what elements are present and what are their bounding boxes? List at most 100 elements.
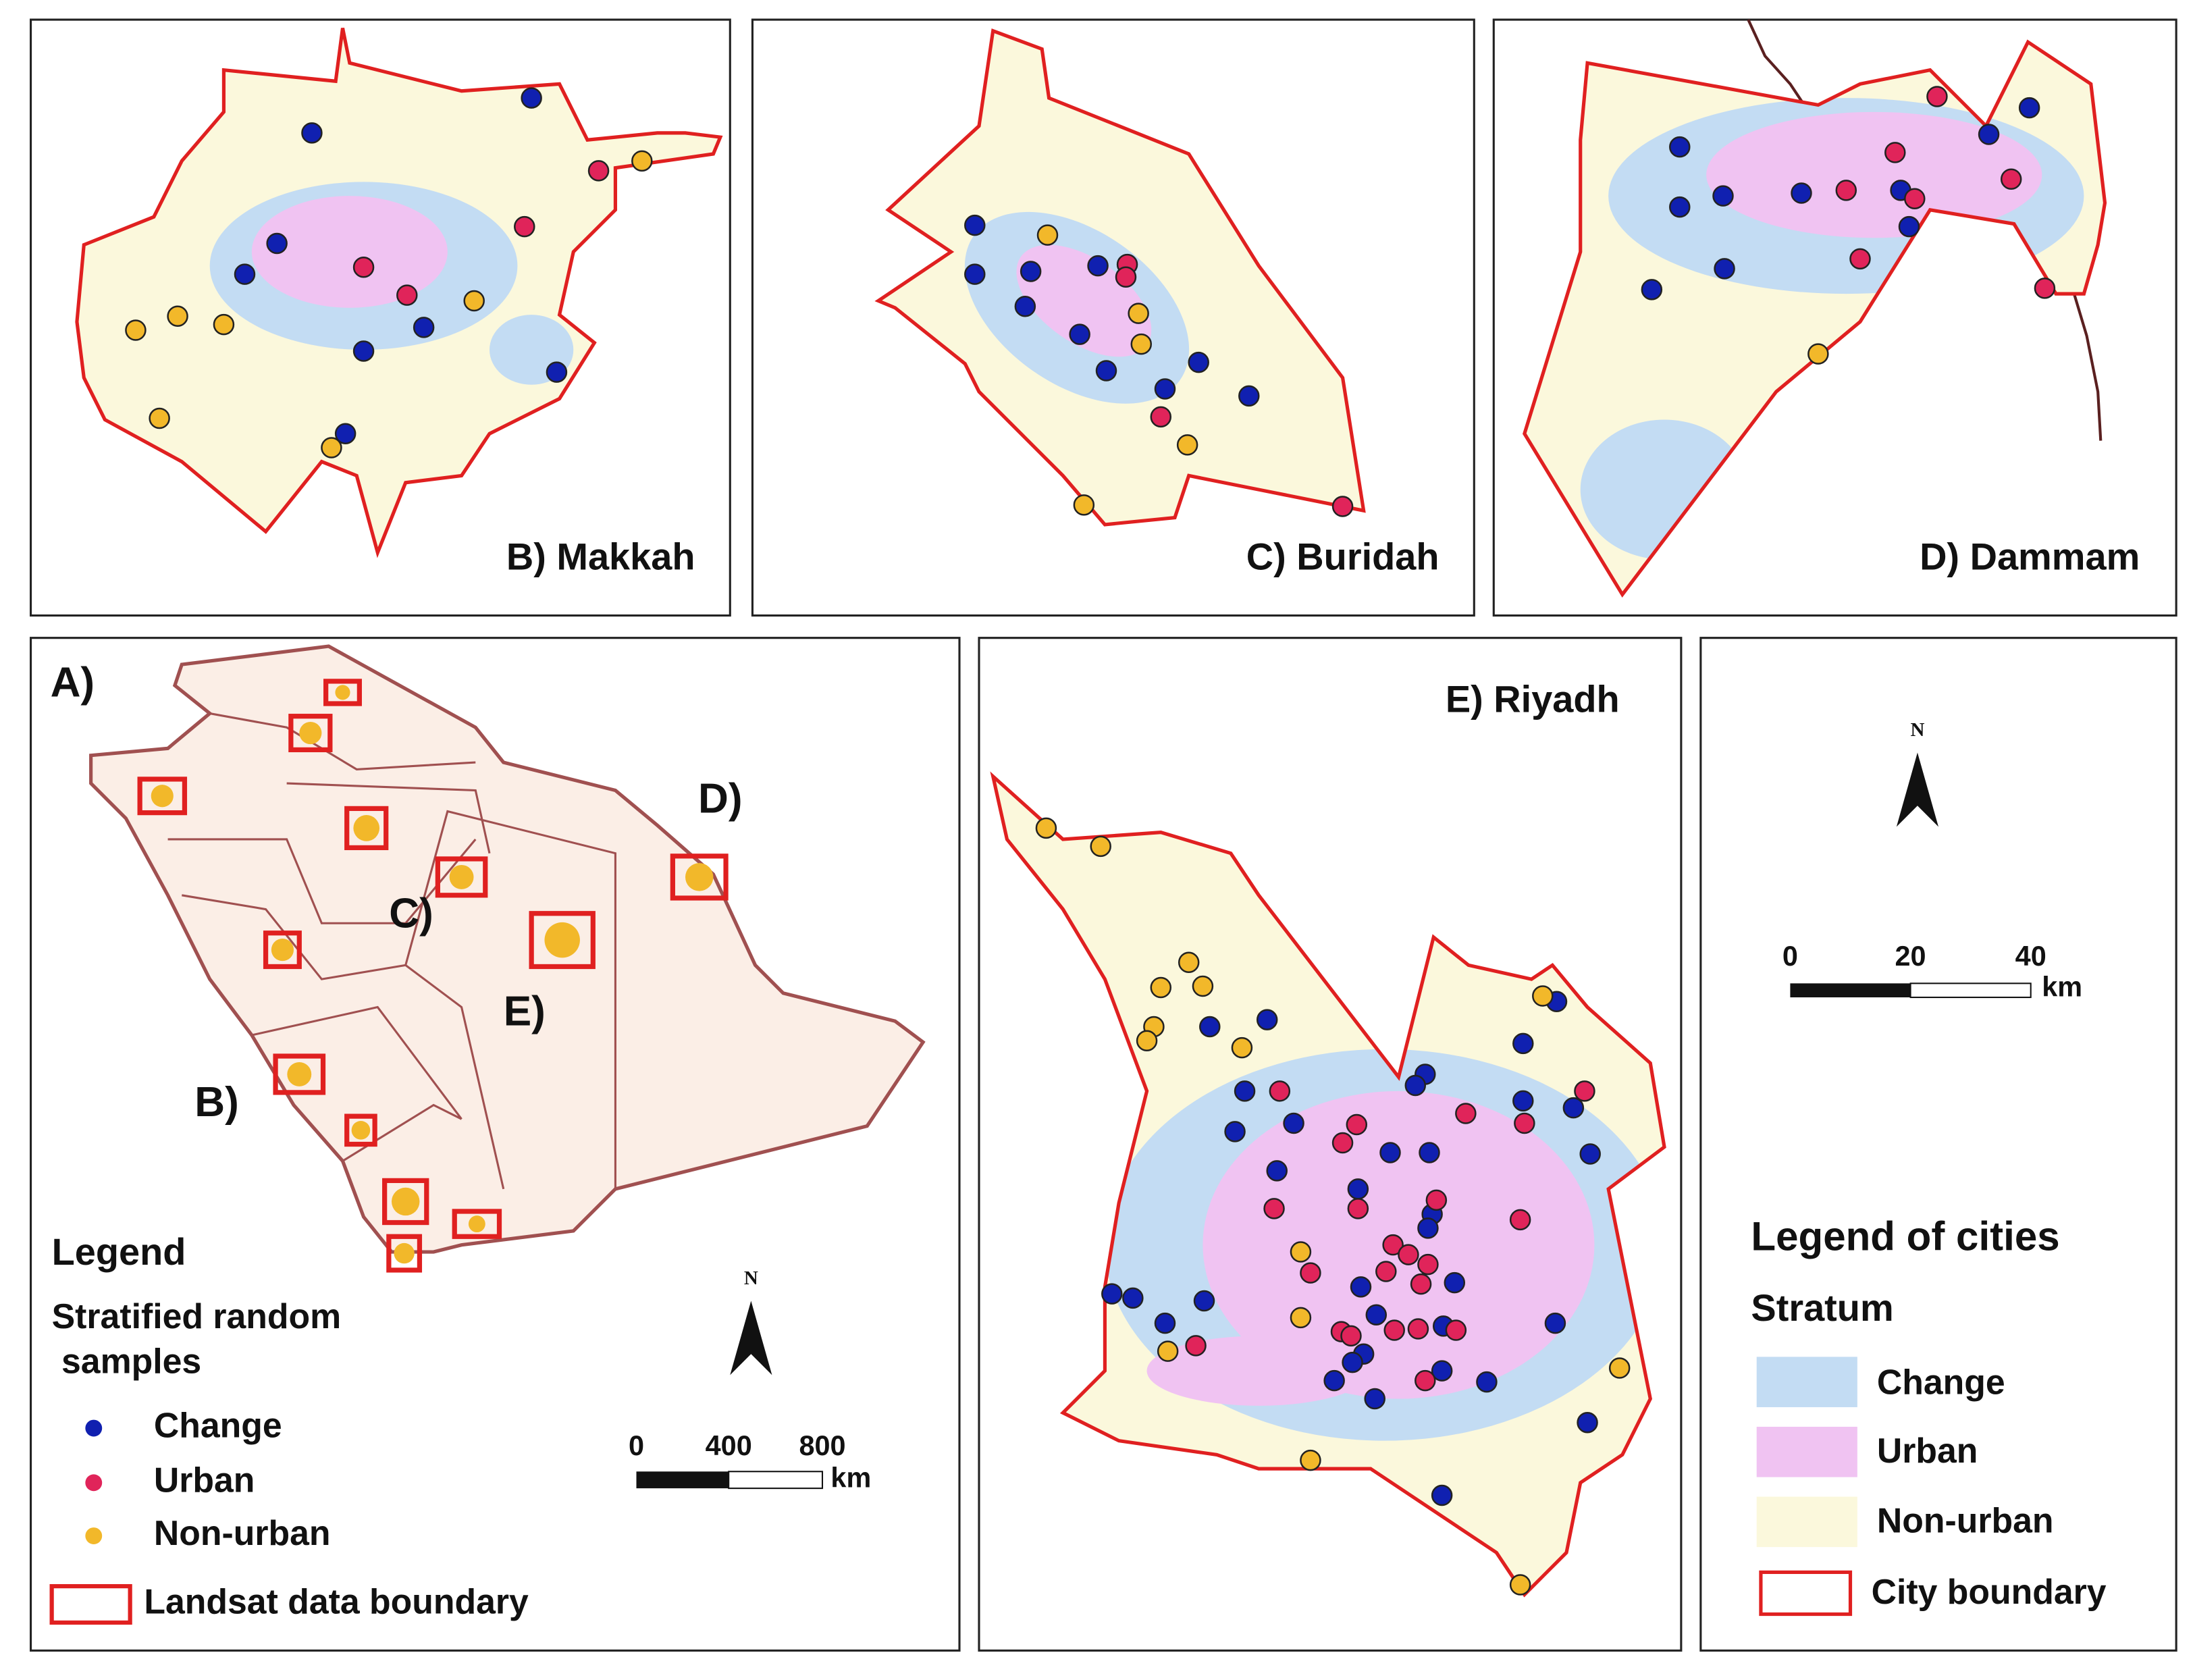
sample-point (413, 317, 435, 338)
landsat-boxes (137, 679, 729, 1273)
sample-point (1417, 1253, 1439, 1276)
sample-point (1514, 1112, 1535, 1134)
sample-point (1669, 136, 1691, 158)
sample-point (1283, 1112, 1304, 1134)
riyadh-boundary (990, 771, 1666, 1598)
sample-point (1130, 333, 1153, 355)
panel-label: C) Buridah (1246, 535, 1439, 577)
scale-label: 40 (2015, 941, 2046, 972)
sample-point (1154, 1312, 1176, 1334)
legend-item: City boundary (1872, 1572, 2107, 1611)
legend-item: Urban (1877, 1431, 1978, 1470)
landsat-box (452, 1209, 502, 1239)
landsat-box (529, 911, 596, 970)
legend-item: Landsat data boundary (144, 1582, 529, 1621)
sample-point (1095, 360, 1117, 382)
sample-point (2018, 97, 2040, 119)
panel-label: A) (51, 660, 95, 706)
sample-point (1574, 1080, 1595, 1102)
sample-point (1849, 248, 1871, 270)
panel-label: E) Riyadh (1446, 678, 1620, 720)
landsat-box (137, 777, 188, 816)
sample-point (1185, 1335, 1207, 1357)
sample-point (1263, 1198, 1285, 1219)
map-marker-label: E) (504, 988, 546, 1034)
sample-point (1150, 976, 1172, 999)
sample-point (1036, 224, 1059, 246)
sample-point (1512, 1090, 1534, 1112)
sample-point (1234, 1080, 1256, 1102)
sample-cluster (685, 863, 714, 891)
sample-point (1884, 142, 1906, 163)
sample-point (1340, 1325, 1362, 1347)
sample-point (1579, 1143, 1601, 1165)
sample-cluster (335, 685, 350, 700)
sample-point (1150, 406, 1172, 428)
sample-point (1256, 1009, 1278, 1030)
dammam-boundary (1523, 39, 2107, 598)
sample-point (1419, 1142, 1440, 1163)
sample-point (1192, 975, 1214, 997)
sample-point (1835, 180, 1857, 201)
legend-item: Change (154, 1406, 282, 1445)
sample-point (1562, 1097, 1585, 1119)
sample-point (1444, 1271, 1466, 1294)
sample-point (1791, 182, 1812, 204)
sample-cluster (392, 1187, 420, 1216)
landsat-box (386, 1234, 423, 1273)
sample-point (1476, 1371, 1498, 1393)
sample-point (1266, 1160, 1288, 1182)
sample-point (1445, 1319, 1467, 1341)
sample-point (1608, 1357, 1631, 1379)
sample-point (463, 290, 485, 312)
sample-point (1898, 215, 1920, 238)
legend-subtitle: Stratum (1751, 1286, 1893, 1329)
sample-point (1404, 1074, 1427, 1097)
sample-point (1115, 266, 1137, 288)
legend-subtitle: samples (52, 1341, 202, 1380)
sample-point (1331, 1132, 1354, 1154)
sample-point (1532, 985, 1554, 1007)
scale-label: 0 (1782, 941, 1798, 972)
map-marker-label: D) (698, 775, 743, 822)
landsat-box (435, 856, 488, 898)
sample-point (266, 232, 288, 255)
sample-point (1410, 1273, 1432, 1295)
sample-point (1290, 1307, 1312, 1329)
landsat-box (344, 806, 389, 851)
scale-label: 0 (629, 1430, 644, 1461)
landsat-box (273, 1053, 326, 1095)
sample-point (1350, 1276, 1372, 1298)
sample-point (1375, 1261, 1397, 1282)
landsat-box (323, 679, 362, 706)
sample-points (125, 86, 2056, 1596)
sample-point (1238, 385, 1260, 407)
sample-cluster (271, 939, 294, 962)
landsat-box (288, 714, 333, 753)
sample-cluster (449, 864, 474, 889)
legend-item: Urban (154, 1460, 255, 1499)
north-label: N (744, 1267, 758, 1289)
sample-point (1347, 1198, 1369, 1219)
sample-point (1300, 1262, 1321, 1284)
sample-point (1157, 1340, 1179, 1362)
scale-unit: km (2042, 972, 2082, 1003)
legend-title: Legend (52, 1230, 186, 1273)
sample-point (964, 263, 986, 285)
sample-point (1290, 1241, 1312, 1263)
sample-point (514, 215, 535, 238)
sample-cluster (287, 1062, 312, 1086)
sample-point (1512, 1032, 1534, 1055)
sample-point (149, 407, 170, 429)
sample-point (1712, 185, 1734, 207)
sample-point (1090, 835, 1111, 858)
sample-cluster (299, 721, 322, 745)
sample-point (234, 263, 256, 285)
sample-point (1669, 196, 1691, 218)
sample-point (1415, 1369, 1436, 1392)
sample-point (301, 122, 323, 144)
sample-point (1323, 1369, 1345, 1392)
sample-point (352, 257, 375, 278)
sample-cluster (544, 922, 580, 958)
sample-point (1231, 1036, 1253, 1059)
